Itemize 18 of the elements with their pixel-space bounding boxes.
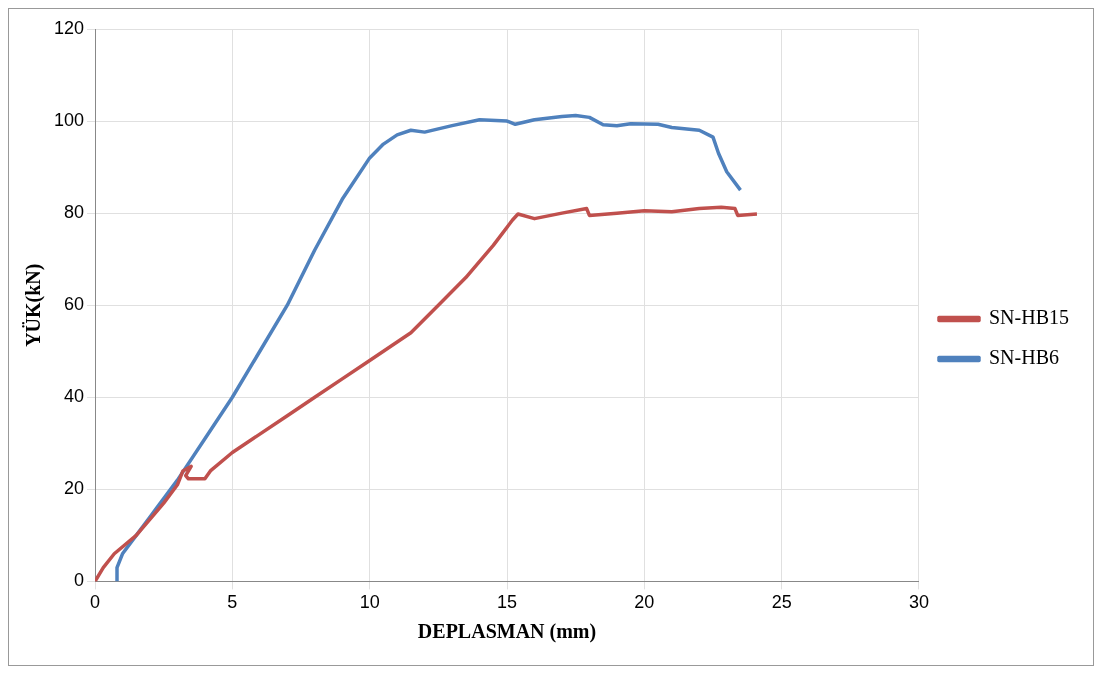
x-tick-label: 25 xyxy=(771,592,792,613)
y-tick-label: 20 xyxy=(64,478,85,499)
y-tick-label: 120 xyxy=(53,17,85,38)
x-tick-label: 0 xyxy=(90,592,101,613)
x-axis-title: DEPLASMAN (mm) xyxy=(417,620,597,644)
y-tick-label: 100 xyxy=(53,110,85,131)
x-tick-label: 10 xyxy=(359,592,380,613)
y-tick-label: 60 xyxy=(64,294,85,315)
x-tick-label: 30 xyxy=(908,592,930,613)
x-tick-label: 20 xyxy=(634,592,655,613)
legend-label: SN-HB15 xyxy=(988,306,1070,329)
x-tick-label: 5 xyxy=(227,592,238,613)
y-axis-title: YÜK(kN) xyxy=(22,263,46,347)
y-tick-label: 80 xyxy=(64,202,85,223)
legend-label: SN-HB6 xyxy=(988,346,1060,369)
x-tick-label: 15 xyxy=(497,592,518,613)
y-tick-label: 0 xyxy=(74,570,85,591)
y-tick-label: 40 xyxy=(64,386,85,407)
